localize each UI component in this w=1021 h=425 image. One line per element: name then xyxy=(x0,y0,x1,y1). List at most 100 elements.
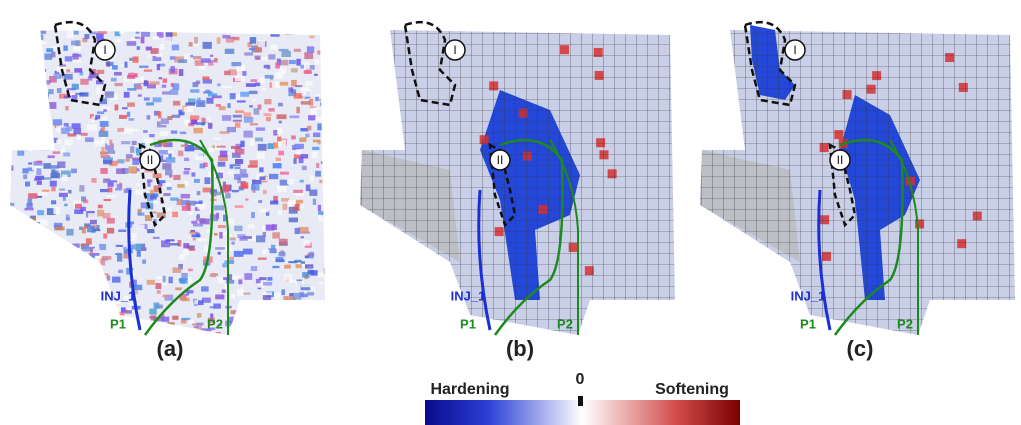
map-speck xyxy=(79,185,84,192)
map-speck xyxy=(126,10,133,14)
map-speck xyxy=(199,218,205,223)
map-speck xyxy=(246,83,256,87)
map-speck xyxy=(124,92,130,98)
map-speck xyxy=(67,257,74,260)
map-speck xyxy=(172,267,181,273)
map-speck xyxy=(275,304,284,309)
map-speck xyxy=(4,165,14,170)
map-speck xyxy=(259,22,267,27)
map-speck xyxy=(216,339,220,345)
map-speck xyxy=(130,38,135,40)
map-speck xyxy=(166,7,173,12)
map-speck xyxy=(108,187,113,192)
map-speck xyxy=(278,340,287,343)
map-speck xyxy=(59,193,68,197)
map-speck xyxy=(195,154,203,159)
map-speck xyxy=(147,180,150,187)
map-speck xyxy=(94,229,100,231)
map-speck xyxy=(187,13,194,19)
map-speck xyxy=(190,89,199,93)
map-speck xyxy=(14,105,22,112)
map-speck xyxy=(277,128,283,134)
map-speck xyxy=(70,301,76,305)
map-speck xyxy=(107,218,115,224)
map-speck xyxy=(303,241,310,246)
map-speck xyxy=(106,195,115,197)
map-speck xyxy=(250,123,258,125)
map-speck xyxy=(161,327,169,333)
map-speck xyxy=(309,36,314,39)
map-speck xyxy=(231,310,240,314)
map-speck xyxy=(182,298,190,302)
map-speck xyxy=(279,252,286,257)
map-speck xyxy=(102,147,105,154)
map-speck xyxy=(81,247,90,251)
map-speck xyxy=(188,212,192,215)
map-speck xyxy=(205,1,213,4)
map-speck xyxy=(184,168,190,170)
map-speck xyxy=(235,75,245,81)
map-speck xyxy=(278,20,284,24)
well-label: INJ_1 xyxy=(101,288,136,303)
map-speck xyxy=(305,336,310,339)
map-speck xyxy=(104,199,112,201)
map-speck xyxy=(9,262,18,267)
map-speck xyxy=(38,67,45,72)
map-speck xyxy=(34,222,40,226)
map-speck xyxy=(226,39,234,43)
map-speck xyxy=(132,56,138,63)
map-speck xyxy=(217,37,221,43)
map-speck xyxy=(89,329,94,334)
map-speck xyxy=(17,116,26,123)
map-speck xyxy=(28,300,37,303)
well-label: P1 xyxy=(110,316,126,331)
map-speck xyxy=(275,7,284,13)
map-speck xyxy=(28,149,32,151)
map-speck xyxy=(95,255,101,261)
map-speck xyxy=(267,12,277,16)
map-speck xyxy=(258,258,267,260)
map-speck xyxy=(263,190,267,194)
map-speck xyxy=(153,173,162,178)
map-speck xyxy=(209,16,219,23)
map-speck xyxy=(102,22,109,27)
map-speck xyxy=(21,82,24,86)
map-speck xyxy=(135,37,140,39)
map-speck xyxy=(304,52,313,59)
map-speck xyxy=(13,107,17,109)
map-speck xyxy=(255,138,263,142)
map-speck xyxy=(72,84,79,90)
map-speck xyxy=(286,32,294,35)
map-speck xyxy=(230,164,234,168)
map-speck xyxy=(327,6,336,11)
map-speck xyxy=(128,118,134,121)
map-speck xyxy=(52,339,57,344)
panel: IIIINJ_1P1P2(b) xyxy=(360,22,675,361)
map-speck xyxy=(225,15,233,22)
map-speck xyxy=(190,336,197,341)
map-speck xyxy=(204,177,210,184)
map-speck xyxy=(160,44,165,50)
map-speck xyxy=(279,239,288,246)
map-speck xyxy=(184,158,189,161)
map-speck xyxy=(131,233,137,238)
map-speck xyxy=(283,296,287,300)
map-speck xyxy=(326,77,334,82)
map-speck xyxy=(87,15,94,17)
map-speck xyxy=(217,277,223,283)
map-speck xyxy=(166,157,176,163)
map-speck xyxy=(52,171,58,177)
map-speck xyxy=(40,69,46,72)
map-speck xyxy=(79,92,88,96)
map-speck xyxy=(275,257,283,262)
map-speck xyxy=(49,320,56,325)
map-speck xyxy=(167,187,172,190)
map-speck xyxy=(63,45,67,50)
map-speck xyxy=(59,189,65,191)
map-speck xyxy=(272,232,280,238)
map-speck xyxy=(327,159,331,166)
map-speck xyxy=(242,71,246,76)
map-speck xyxy=(301,101,310,104)
map-speck xyxy=(258,200,262,203)
map-speck xyxy=(273,142,278,148)
